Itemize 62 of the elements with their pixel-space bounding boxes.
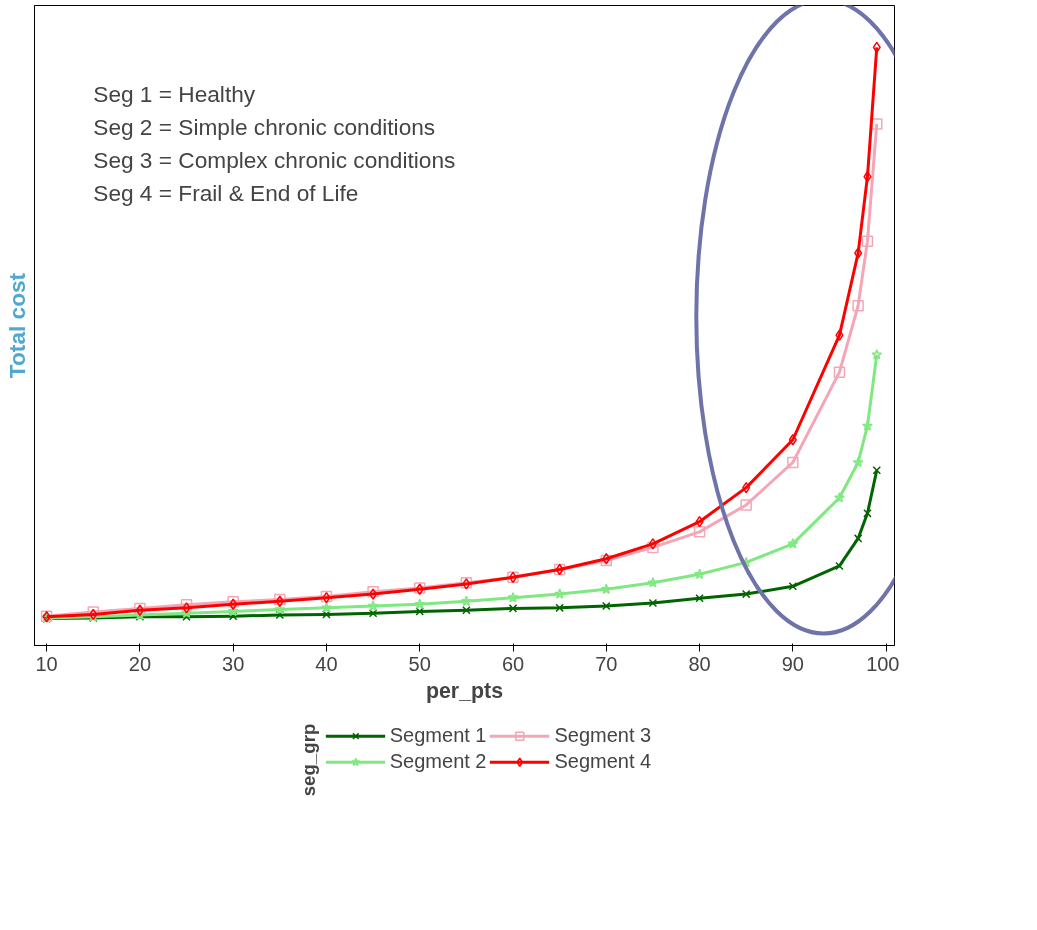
legend-label: Segment 1 <box>389 723 487 747</box>
annotation: Seg 1 = Healthy <box>93 81 256 108</box>
point <box>462 605 471 615</box>
x-tick-label: 60 <box>501 652 525 675</box>
point <box>693 526 706 538</box>
point <box>852 456 864 468</box>
x-tick-label: 80 <box>688 652 711 675</box>
x-tick-label: 10 <box>35 652 58 675</box>
point <box>414 598 426 610</box>
x-tick-label: 100 <box>866 652 900 675</box>
point <box>554 588 566 599</box>
point <box>835 329 844 341</box>
point <box>863 509 872 518</box>
point <box>647 576 659 588</box>
point <box>648 538 657 550</box>
point <box>835 561 844 571</box>
point <box>507 591 519 603</box>
x-tick-label: 50 <box>408 652 431 675</box>
point <box>833 366 846 378</box>
point <box>648 598 658 608</box>
point <box>833 492 845 503</box>
point <box>322 610 331 619</box>
point <box>741 589 751 599</box>
point <box>871 118 883 130</box>
y-axis-title: Total cost <box>3 272 30 379</box>
point <box>787 456 799 469</box>
point <box>853 534 863 543</box>
point <box>861 420 873 431</box>
point <box>460 595 472 607</box>
point <box>852 300 864 312</box>
point <box>228 611 238 621</box>
point <box>861 235 874 247</box>
legend-label: Segment 2 <box>389 749 487 773</box>
x-tick-label: 20 <box>128 652 152 675</box>
point <box>320 602 332 613</box>
point <box>555 603 564 613</box>
point <box>854 247 863 259</box>
legend-label: Segment 4 <box>554 749 652 773</box>
legend-label: Segment 3 <box>554 723 652 747</box>
point <box>367 600 379 611</box>
point <box>275 610 285 620</box>
point <box>415 607 425 616</box>
point <box>647 541 659 554</box>
point <box>787 538 799 549</box>
point <box>788 582 798 591</box>
annotation: Seg 4 = Frail & End of Life <box>93 179 359 206</box>
point <box>695 593 704 603</box>
point <box>740 499 752 511</box>
point <box>601 601 611 611</box>
x-tick-label: 70 <box>595 652 618 675</box>
x-tick-label: 30 <box>222 652 245 675</box>
point <box>871 349 883 360</box>
point <box>600 583 612 595</box>
point <box>508 604 518 613</box>
point <box>368 608 378 618</box>
x-tick-label: 90 <box>781 652 804 675</box>
annotation: Seg 2 = Simple chronic conditions <box>93 114 436 141</box>
x-axis-title: per_pts <box>425 678 504 703</box>
legend-title: seg_grp <box>297 723 320 797</box>
point <box>872 465 882 475</box>
annotation: Seg 3 = Complex chronic conditions <box>93 146 456 173</box>
x-tick-label: 40 <box>315 652 338 675</box>
